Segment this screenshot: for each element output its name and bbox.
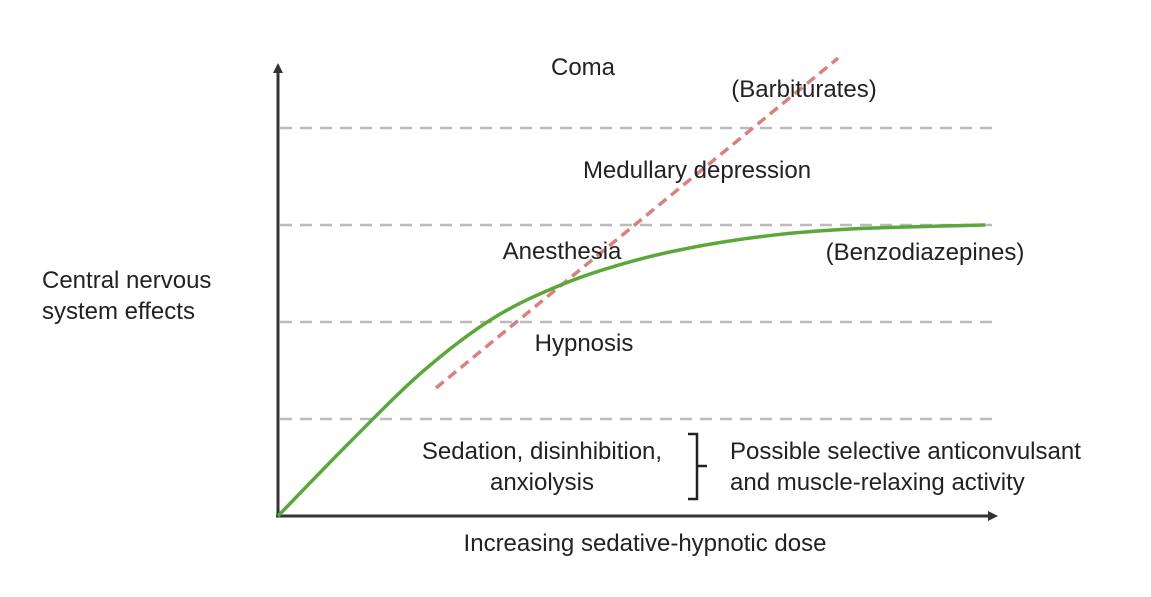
annotation-line1: Possible selective anticonvulsant (730, 438, 1081, 465)
x-axis-label: Increasing sedative-hypnotic dose (464, 530, 827, 557)
level-label-anesthesia: Anesthesia (503, 238, 622, 265)
level-label-hypnosis: Hypnosis (535, 330, 634, 357)
annotation-bracket (688, 432, 707, 501)
level-label-sedation-line2: anxiolysis (490, 469, 594, 496)
y-axis-label-line2: system effects (42, 298, 195, 325)
series-label-barbiturates: (Barbiturates) (731, 76, 876, 103)
level-label-medullary-depression: Medullary depression (583, 157, 811, 184)
annotation-line2: and muscle-relaxing activity (730, 469, 1025, 496)
level-label-coma: Coma (551, 54, 616, 81)
series-lines (276, 56, 986, 518)
series-line-barbiturates (434, 56, 840, 390)
series-line-benzodiazepines (276, 223, 986, 518)
series-label-benzodiazepines: (Benzodiazepines) (826, 239, 1025, 266)
level-label-sedation-line1: Sedation, disinhibition, (422, 438, 662, 465)
y-axis-label-line1: Central nervous (42, 267, 211, 294)
